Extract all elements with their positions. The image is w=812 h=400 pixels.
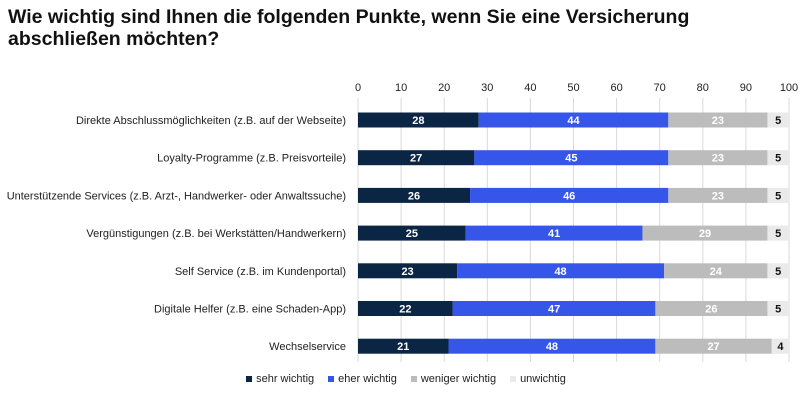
bar-segment [457, 263, 665, 279]
data-label: 5 [775, 115, 781, 127]
bar-segment [668, 112, 768, 128]
x-tick-label: 100 [780, 82, 798, 94]
data-labels: 28 44 23 527 45 23 526 46 23 525 41 29 523 48 24 522 47 2… [397, 115, 784, 353]
data-label: 26 [705, 304, 717, 316]
stacked-bar-chart: 0 10 20 30 40 50 60 70 80 90 100 Direkte Abschluss… [7, 82, 798, 362]
x-tick-label: 30 [481, 82, 493, 94]
data-label: 27 [410, 153, 422, 165]
bar-segment [664, 263, 768, 279]
category-label: Unterstützende Services (z.B. Arzt-, Han… [7, 190, 346, 202]
data-label: 23 [712, 115, 724, 127]
bar-segment [771, 338, 789, 354]
data-label: 5 [775, 228, 781, 240]
legend-label: sehr wichtig [256, 373, 315, 385]
bar-segment [668, 150, 768, 166]
bar-segment [358, 187, 471, 203]
bar-segment [470, 187, 669, 203]
category-label: Vergünstigungen (z.B. bei Werkstätten/Ha… [86, 228, 346, 240]
chart-title: Wie wichtig sind Ihnen die folgenden Pun… [8, 6, 690, 50]
x-tick-label: 80 [697, 82, 709, 94]
x-tick-label: 20 [438, 82, 450, 94]
data-label: 46 [563, 190, 575, 202]
legend-swatch [410, 376, 417, 382]
data-label: 27 [707, 341, 719, 353]
bar-segment [655, 338, 772, 354]
data-label: 48 [546, 341, 558, 353]
category-label: Loyalty-Programme (z.B. Preisvorteile) [157, 153, 346, 165]
legend-item: eher wichtig [328, 373, 397, 385]
bar-segment [655, 301, 768, 316]
category-label: Digitale Helfer (z.B. eine Schaden-App) [154, 304, 346, 316]
bar-segment [358, 301, 453, 316]
bar-segment [452, 301, 656, 316]
legend-label: weniger wichtig [420, 373, 497, 385]
legend-item: unwichtig [510, 373, 566, 385]
data-label: 45 [565, 153, 577, 165]
bar-segment [478, 112, 669, 128]
data-label: 4 [777, 341, 784, 353]
data-label: 44 [567, 115, 580, 127]
bar-segment [767, 150, 789, 166]
bar-segment [642, 225, 768, 241]
legend-swatch [510, 376, 517, 382]
category-label: Direkte Abschlussmöglichkeiten (z.B. auf… [76, 115, 346, 127]
data-label: 23 [712, 190, 724, 202]
bar-segment [358, 263, 458, 279]
data-label: 23 [712, 153, 724, 165]
x-tick-label: 10 [395, 82, 407, 94]
data-label: 22 [399, 304, 411, 316]
bar-segment [767, 187, 789, 203]
legend-item: sehr wichtig [246, 373, 314, 385]
bar-segment [358, 112, 479, 128]
legend: sehr wichtig eher wichtig weniger wichtig u… [0, 373, 812, 385]
x-tick-label: 50 [567, 82, 579, 94]
bar-segment [465, 225, 643, 241]
data-label: 25 [406, 228, 418, 240]
bar-segment [767, 112, 789, 128]
bar-segment [358, 225, 466, 241]
data-label: 21 [397, 341, 409, 353]
bar-segment [448, 338, 656, 354]
bar-segment [358, 150, 475, 166]
x-tick-labels: 0 10 20 30 40 50 60 70 80 90 100 [355, 82, 798, 94]
data-label: 29 [699, 228, 711, 240]
data-label: 5 [775, 266, 781, 278]
bar-segment [767, 225, 789, 241]
x-tick-label: 0 [355, 82, 361, 94]
legend-label: unwichtig [520, 373, 566, 385]
bar-segment [767, 301, 789, 316]
bar-segment [668, 187, 768, 203]
data-label: 41 [548, 228, 560, 240]
bar-segment [474, 150, 669, 166]
data-label: 23 [401, 266, 413, 278]
bar-segment [358, 338, 449, 354]
x-tick-label: 70 [654, 82, 666, 94]
x-tick-label: 40 [524, 82, 536, 94]
data-label: 28 [412, 115, 424, 127]
data-label: 5 [775, 190, 781, 202]
category-labels: Direkte Abschlussmöglichkeiten (z.B. auf… [7, 115, 346, 353]
category-label: Self Service (z.B. im Kundenportal) [175, 266, 346, 278]
bar-segment [767, 263, 789, 279]
x-tick-label: 90 [740, 82, 752, 94]
legend-swatch [246, 376, 253, 382]
bar-segments [358, 112, 789, 354]
legend-swatch [328, 376, 335, 382]
data-label: 5 [775, 153, 781, 165]
data-label: 24 [710, 266, 723, 278]
data-label: 26 [408, 190, 420, 202]
category-label: Wechselservice [269, 341, 346, 353]
legend-item: weniger wichtig [410, 373, 497, 385]
data-label: 48 [554, 266, 566, 278]
data-label: 5 [775, 304, 781, 316]
x-tick-label: 60 [610, 82, 622, 94]
data-label: 47 [548, 304, 560, 316]
legend-label: eher wichtig [338, 373, 397, 385]
